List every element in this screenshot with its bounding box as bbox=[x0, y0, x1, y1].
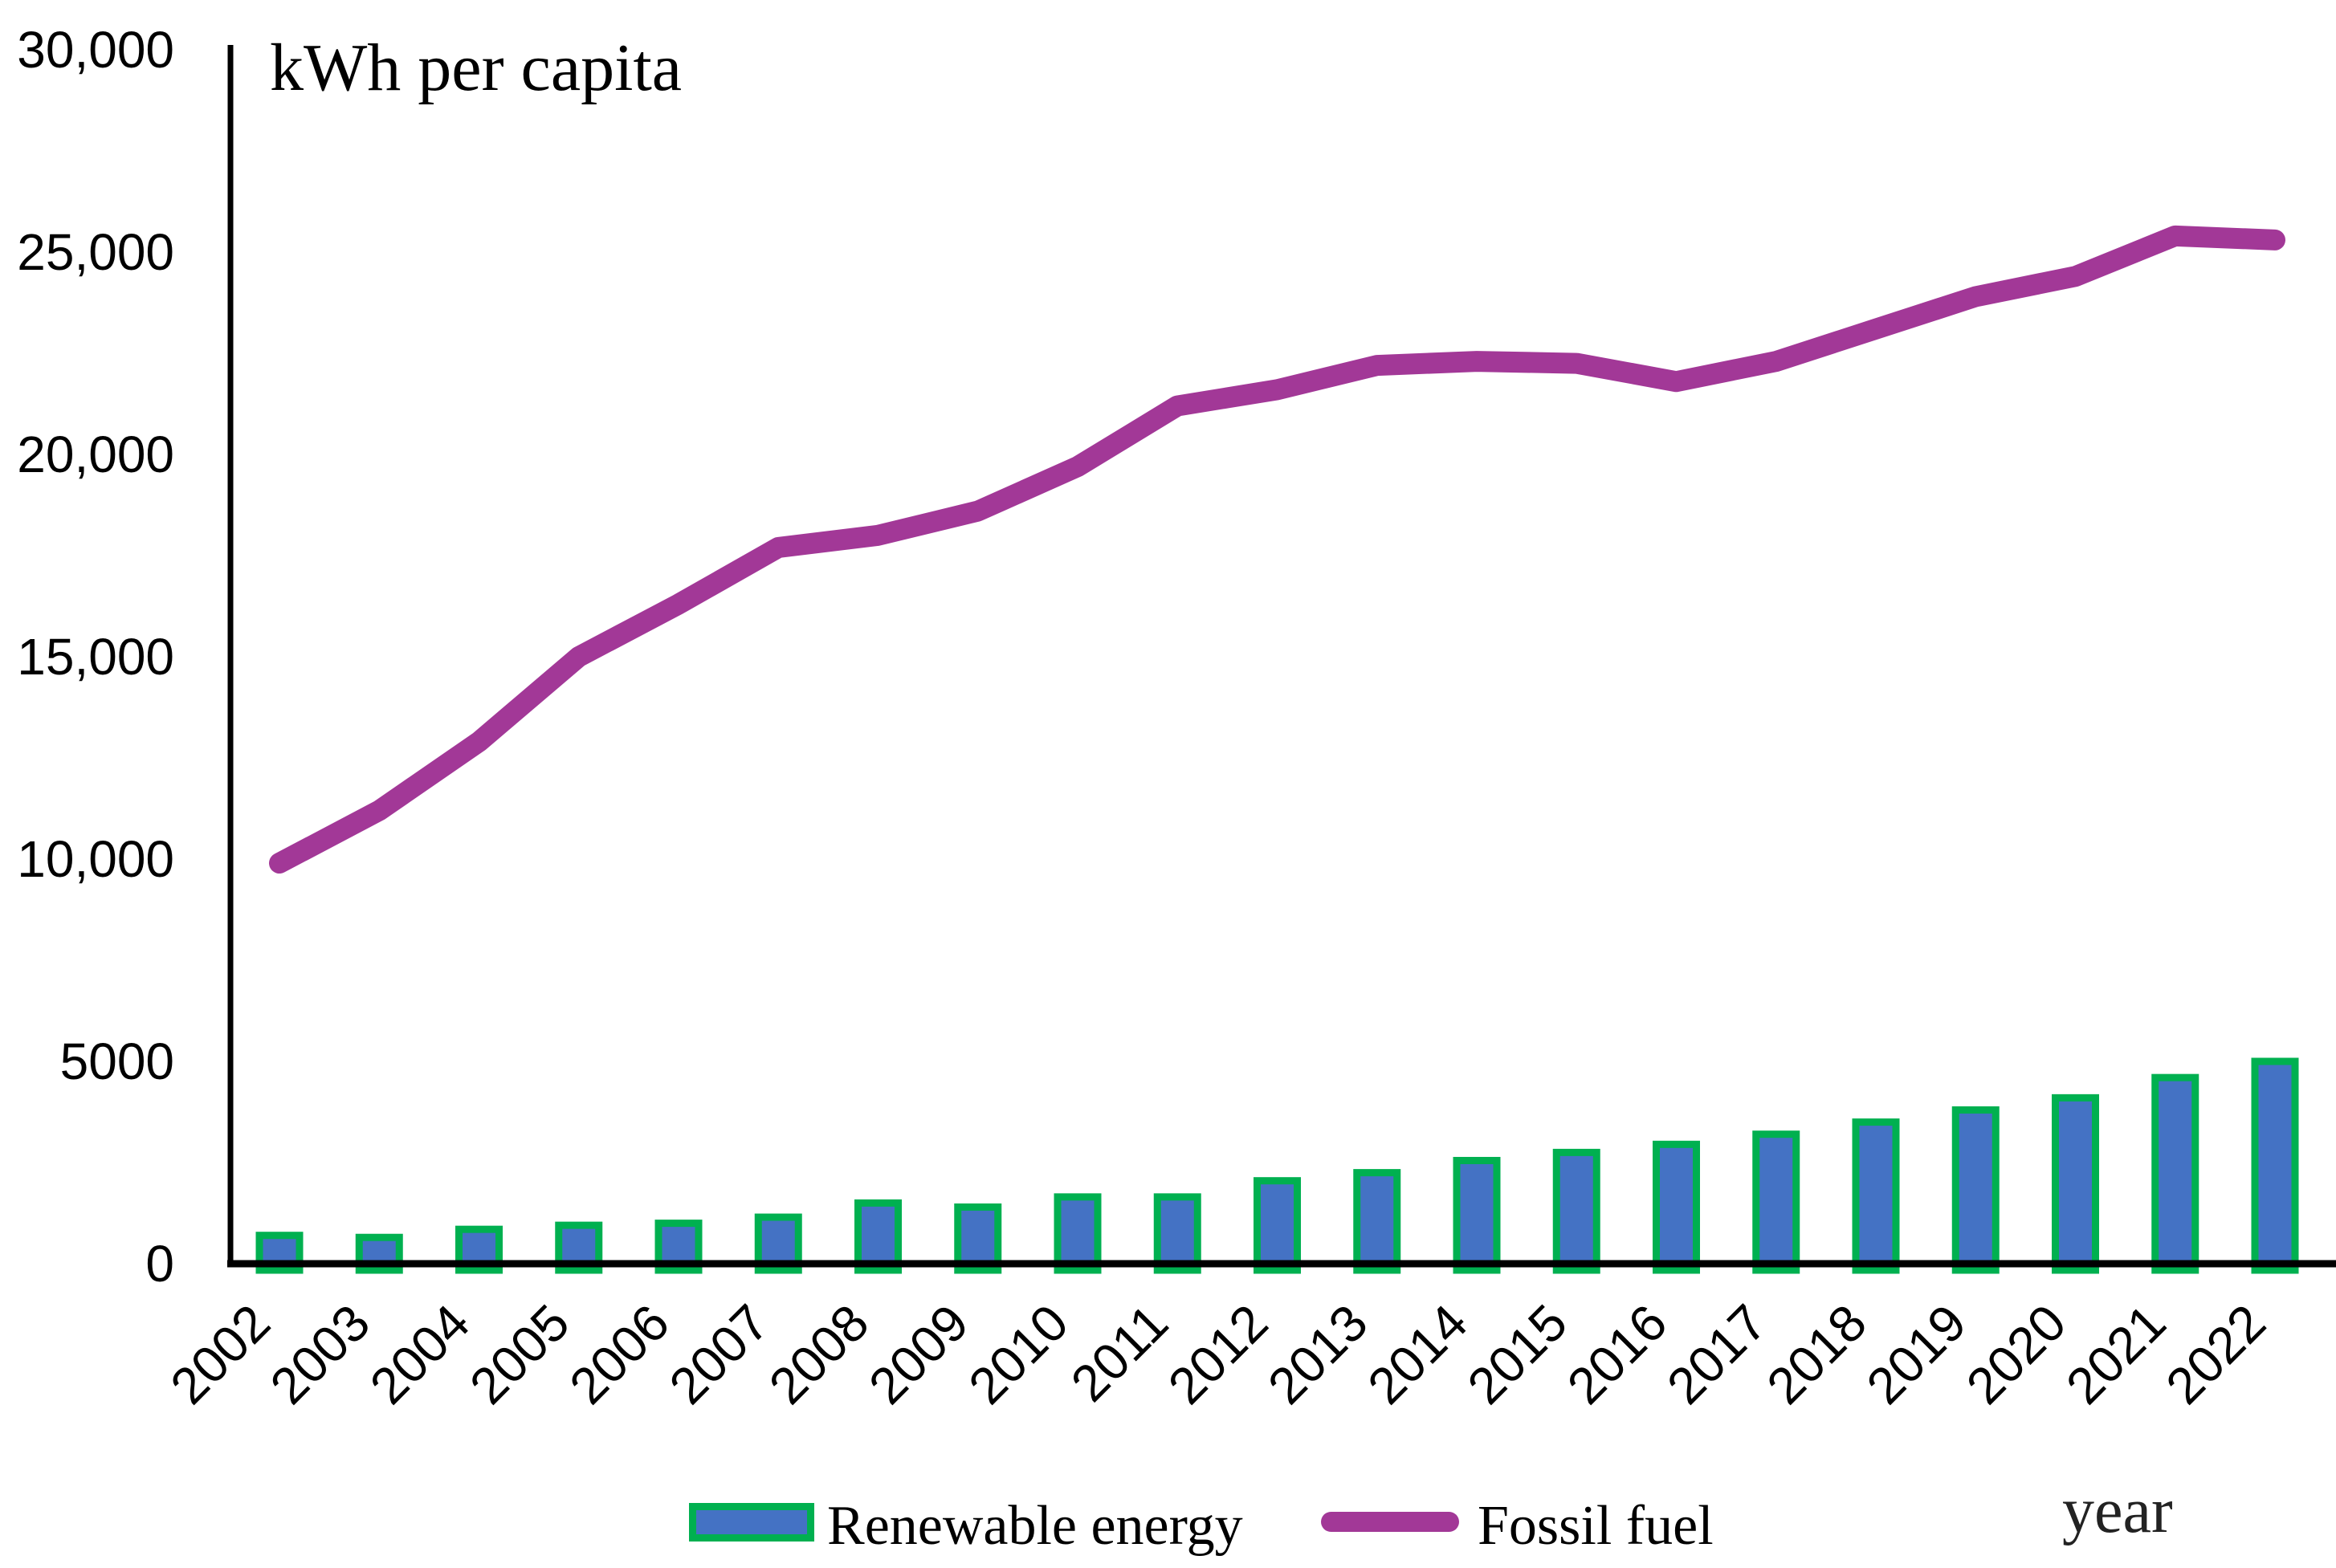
bar-2017 bbox=[1752, 1130, 1800, 1274]
x-axis-title: year bbox=[2062, 1476, 2173, 1546]
y-tick-labels: 0 5000 10,000 15,000 20,000 25,000 30,000 bbox=[17, 21, 174, 1293]
x-tick-label-2016: 2016 bbox=[1556, 1293, 1678, 1415]
legend-label-renewable-energy: Renewable energy bbox=[827, 1495, 1243, 1557]
x-tick-label-2013: 2013 bbox=[1257, 1293, 1379, 1415]
bar-2013 bbox=[1353, 1169, 1401, 1274]
x-tick-label-2003: 2003 bbox=[259, 1293, 381, 1415]
x-tick-label-2021: 2021 bbox=[2055, 1293, 2177, 1415]
x-tick-label-2008: 2008 bbox=[758, 1293, 880, 1415]
x-tick-label-2010: 2010 bbox=[957, 1293, 1079, 1415]
bar-2016 bbox=[1653, 1140, 1700, 1274]
y-tick-label-10000: 10,000 bbox=[17, 830, 174, 888]
x-tick-label-2009: 2009 bbox=[858, 1293, 980, 1415]
x-tick-label-2015: 2015 bbox=[1457, 1293, 1579, 1415]
x-tick-label-2007: 2007 bbox=[658, 1293, 781, 1415]
legend-label-fossil-fuel: Fossil fuel bbox=[1478, 1495, 1714, 1557]
y-tick-label-20000: 20,000 bbox=[17, 426, 174, 483]
x-tick-label-2012: 2012 bbox=[1157, 1293, 1279, 1415]
axes-layer bbox=[227, 45, 2336, 1268]
x-tick-label-2014: 2014 bbox=[1356, 1293, 1478, 1415]
x-tick-label-2019: 2019 bbox=[1856, 1293, 1978, 1415]
bar-2008 bbox=[854, 1199, 902, 1274]
legend-swatch-fossil-fuel bbox=[1321, 1512, 1459, 1532]
x-tick-label-2004: 2004 bbox=[359, 1293, 481, 1415]
y-axis-title: kWh per capita bbox=[270, 31, 682, 105]
bar-2020 bbox=[2052, 1094, 2099, 1274]
x-tick-labels: 2002200320042005200620072008200920102011… bbox=[159, 1293, 2277, 1415]
bar-2010 bbox=[1054, 1193, 1102, 1274]
bar-2012 bbox=[1254, 1177, 1301, 1274]
x-tick-label-2017: 2017 bbox=[1656, 1293, 1778, 1415]
bar-2009 bbox=[954, 1203, 1002, 1274]
x-tick-label-2011: 2011 bbox=[1060, 1293, 1179, 1412]
bar-2011 bbox=[1153, 1193, 1201, 1274]
x-tick-label-2002: 2002 bbox=[159, 1293, 281, 1415]
bar-2021 bbox=[2151, 1073, 2199, 1274]
x-tick-label-2006: 2006 bbox=[558, 1293, 680, 1415]
y-tick-label-25000: 25,000 bbox=[17, 223, 174, 281]
y-tick-label-30000: 30,000 bbox=[17, 21, 174, 79]
y-tick-label-15000: 15,000 bbox=[17, 628, 174, 686]
bar-2014 bbox=[1453, 1156, 1501, 1274]
legend-swatch-renewable-energy bbox=[689, 1503, 814, 1542]
x-tick-label-2005: 2005 bbox=[459, 1293, 581, 1415]
line-layer bbox=[269, 225, 2285, 874]
bar-2018 bbox=[1852, 1118, 1900, 1274]
x-tick-label-2020: 2020 bbox=[1955, 1293, 2077, 1415]
bar-2022 bbox=[2251, 1057, 2299, 1274]
y-tick-label-0: 0 bbox=[145, 1235, 174, 1293]
y-tick-label-5000: 5000 bbox=[60, 1032, 174, 1090]
x-tick-label-2022: 2022 bbox=[2155, 1293, 2277, 1415]
bar-2015 bbox=[1552, 1148, 1600, 1274]
bar-2019 bbox=[1951, 1106, 2000, 1274]
bars-layer bbox=[255, 1057, 2299, 1274]
x-tick-label-2018: 2018 bbox=[1755, 1293, 1877, 1415]
fossil-fuel-line bbox=[269, 225, 2285, 874]
